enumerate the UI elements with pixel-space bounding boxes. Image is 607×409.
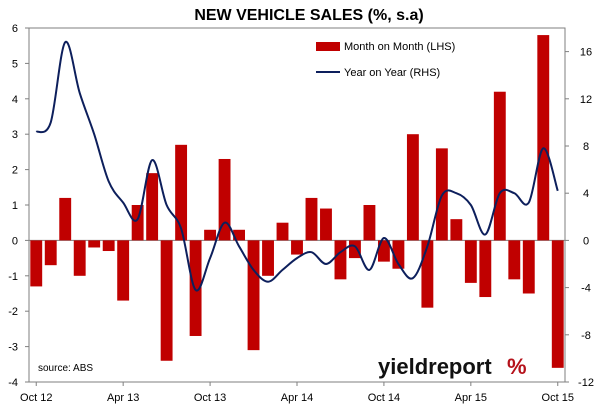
plot-border (28, 27, 566, 383)
bar-8 (131, 205, 144, 241)
bar-24 (363, 205, 376, 241)
right-tick-label: -8 (581, 330, 591, 342)
bar-36 (537, 35, 550, 241)
x-tick-label: Oct 12 (20, 392, 52, 404)
bar-11 (175, 144, 188, 241)
bar-25 (377, 240, 390, 262)
x-tick-label: Oct 15 (542, 392, 574, 404)
x-tick-label: Oct 14 (368, 392, 400, 404)
plot-area (28, 27, 566, 383)
left-tick-label: -1 (8, 271, 18, 283)
bar-26 (392, 240, 405, 269)
bar-4 (73, 240, 86, 276)
bar-14 (218, 158, 231, 241)
right-tick-label: -12 (578, 377, 594, 389)
chart-title: NEW VEHICLE SALES (%, s.a) (194, 7, 423, 24)
bar-13 (204, 229, 217, 241)
left-tick-label: 4 (12, 94, 18, 106)
bar-3 (59, 197, 72, 241)
x-tick-label: Apr 14 (281, 392, 313, 404)
yieldreport-logo: yieldreport % (378, 354, 527, 379)
left-tick-label: 1 (12, 200, 18, 212)
bar-32 (479, 240, 492, 298)
left-tick-label: 6 (12, 23, 18, 35)
bar-33 (493, 91, 506, 241)
x-axis: Oct 12 Apr 13 Oct 13 Apr 14 Oct 14 Apr 15 Oct … (20, 382, 574, 404)
bar-37 (551, 240, 564, 368)
bar-34 (508, 240, 521, 280)
left-tick-label: -3 (8, 342, 18, 354)
bar-22 (334, 240, 347, 280)
legend-label-mom: Month on Month (LHS) (344, 41, 455, 53)
legend: Month on Month (LHS) Year on Year (RHS) (316, 41, 455, 79)
left-tick-label: -2 (8, 306, 18, 318)
bar-17 (262, 240, 274, 276)
legend-swatch-mom (316, 42, 340, 51)
right-tick-label: 8 (583, 141, 589, 153)
bar-1 (30, 240, 43, 287)
right-axis: 16 12 8 4 0 -4 -8 -12 (565, 47, 594, 389)
bar-9 (146, 173, 159, 241)
right-tick-label: 4 (583, 188, 589, 200)
bar-7 (117, 240, 130, 301)
source-note: source: ABS (38, 363, 93, 374)
bar-21 (320, 208, 332, 241)
bar-27 (406, 134, 419, 241)
x-tick-label: Apr 13 (107, 392, 139, 404)
bar-35 (522, 240, 535, 294)
bar-10 (160, 240, 173, 361)
left-tick-label: 0 (12, 235, 18, 247)
left-axis: 6 5 4 3 2 1 0 -1 -2 -3 -4 (8, 23, 29, 389)
right-tick-label: 0 (583, 235, 589, 247)
bar-2 (44, 240, 57, 266)
bar-5 (88, 240, 101, 248)
left-tick-label: 2 (12, 165, 18, 177)
bar-16 (247, 240, 260, 351)
bar-30 (450, 219, 463, 241)
logo-wordmark: yieldreport (378, 354, 492, 379)
bar-15 (233, 229, 245, 241)
logo-percent-mark: % (507, 354, 527, 379)
bar-20 (305, 197, 318, 241)
left-tick-label: -4 (8, 377, 18, 389)
x-tick-label: Apr 15 (455, 392, 487, 404)
x-tick-label: Oct 13 (194, 392, 226, 404)
bar-23 (349, 240, 361, 259)
legend-label-yoy: Year on Year (RHS) (344, 67, 440, 79)
right-tick-label: 12 (580, 94, 592, 106)
bar-28 (421, 240, 434, 308)
bar-18 (276, 222, 289, 241)
left-tick-label: 3 (12, 129, 18, 141)
left-tick-label: 5 (12, 58, 18, 70)
bar-series (30, 35, 564, 368)
right-tick-label: -4 (581, 283, 591, 295)
right-tick-label: 16 (580, 47, 592, 59)
bar-6 (102, 240, 115, 252)
bar-19 (291, 240, 303, 255)
yoy-line (35, 41, 559, 292)
bar-31 (464, 240, 477, 283)
